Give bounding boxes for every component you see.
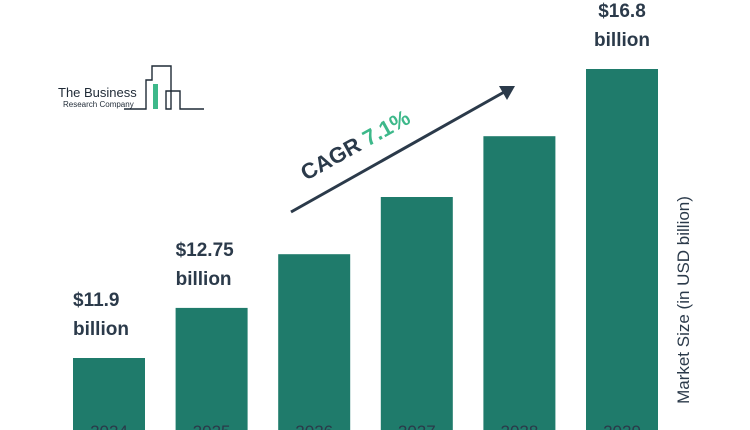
bar-2027 bbox=[380, 197, 453, 430]
bar-2024 bbox=[73, 358, 145, 430]
x-tick-2024: 2024 bbox=[90, 422, 128, 430]
data-labels: $11.9 billion $12.75 billion $16.8 billion bbox=[73, 1, 650, 340]
cagr-value: 7.1% bbox=[358, 105, 414, 151]
data-label-2025-line1: $12.75 bbox=[176, 240, 235, 261]
x-tick-2029: 2029 bbox=[603, 422, 641, 430]
x-tick-2025: 2025 bbox=[193, 422, 231, 430]
data-label-2025-line2: billion bbox=[176, 269, 232, 290]
x-tick-2026: 2026 bbox=[295, 422, 333, 430]
cagr-arrow bbox=[290, 86, 515, 214]
logo-bars-icon bbox=[124, 65, 204, 110]
x-tick-2028: 2028 bbox=[500, 422, 538, 430]
data-label-2024-line2: billion bbox=[73, 319, 129, 340]
logo-subtitle: Research Company bbox=[63, 100, 134, 109]
data-label-2029-line1: $16.8 bbox=[598, 1, 646, 22]
bar-series bbox=[73, 69, 658, 430]
y-axis-label: Market Size (in USD billion) bbox=[674, 196, 693, 404]
company-logo: The Business Research Company bbox=[58, 65, 204, 110]
cagr-annotation: CAGR 7.1% bbox=[296, 105, 414, 186]
logo-name: The Business bbox=[58, 85, 137, 100]
data-label-2024-line1: $11.9 bbox=[73, 290, 120, 311]
x-tick-2027: 2027 bbox=[398, 422, 436, 430]
bar-2028 bbox=[483, 136, 556, 430]
x-tick-labels: 2024 2025 2026 2027 2028 2029 bbox=[90, 422, 641, 430]
bar-2025 bbox=[175, 307, 248, 430]
bar-2029 bbox=[586, 69, 658, 430]
data-label-2029-line2: billion bbox=[594, 30, 650, 51]
bar-2026 bbox=[278, 254, 351, 430]
